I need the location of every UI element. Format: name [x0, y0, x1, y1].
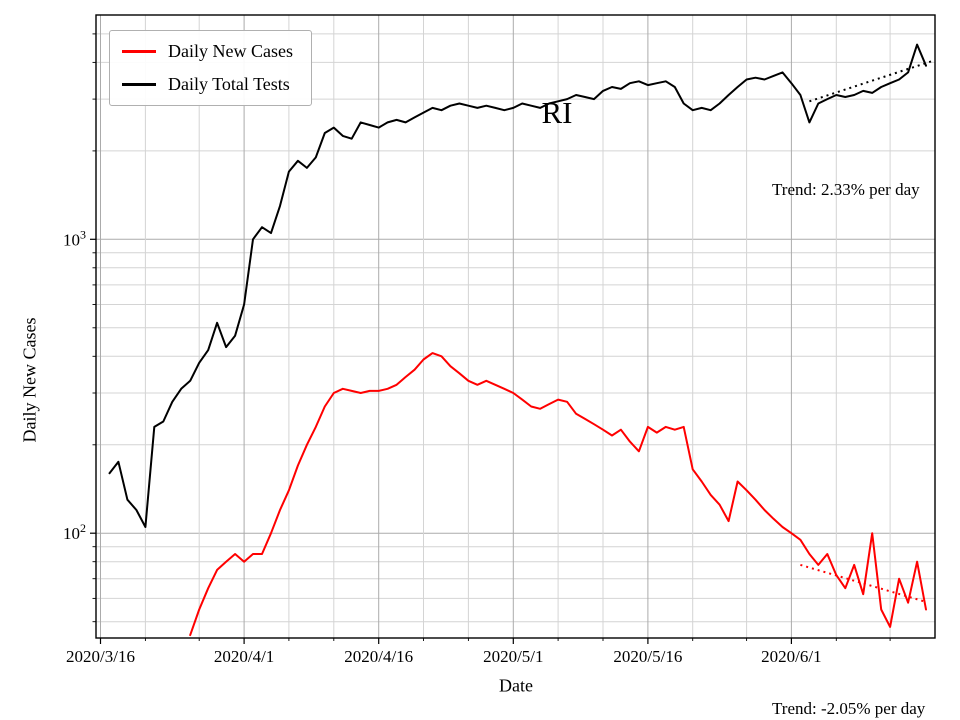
- trend-annotation-cases: Trend: -2.05% per day: [772, 699, 926, 718]
- svg-text:2020/5/1: 2020/5/1: [483, 647, 543, 666]
- legend: Daily New Cases Daily Total Tests: [109, 30, 312, 106]
- svg-text:2020/6/1: 2020/6/1: [761, 647, 821, 666]
- svg-text:2020/4/1: 2020/4/1: [214, 647, 274, 666]
- legend-label-daily-new-cases: Daily New Cases: [168, 41, 293, 61]
- x-axis-label: Date: [499, 675, 533, 696]
- y-axis-label: Daily New Cases: [19, 317, 40, 443]
- legend-line-sample-black: [122, 83, 156, 86]
- svg-text:2020/4/16: 2020/4/16: [344, 647, 413, 666]
- trend-annotation-tests: Trend: 2.33% per day: [772, 180, 920, 199]
- legend-label-daily-total-tests: Daily Total Tests: [168, 74, 290, 94]
- legend-item-daily-new-cases: Daily New Cases: [122, 41, 293, 62]
- legend-item-daily-total-tests: Daily Total Tests: [122, 74, 293, 95]
- state-annotation: RI: [541, 95, 573, 130]
- legend-line-sample-red: [122, 50, 156, 53]
- svg-text:2020/5/16: 2020/5/16: [613, 647, 682, 666]
- svg-text:2020/3/16: 2020/3/16: [66, 647, 135, 666]
